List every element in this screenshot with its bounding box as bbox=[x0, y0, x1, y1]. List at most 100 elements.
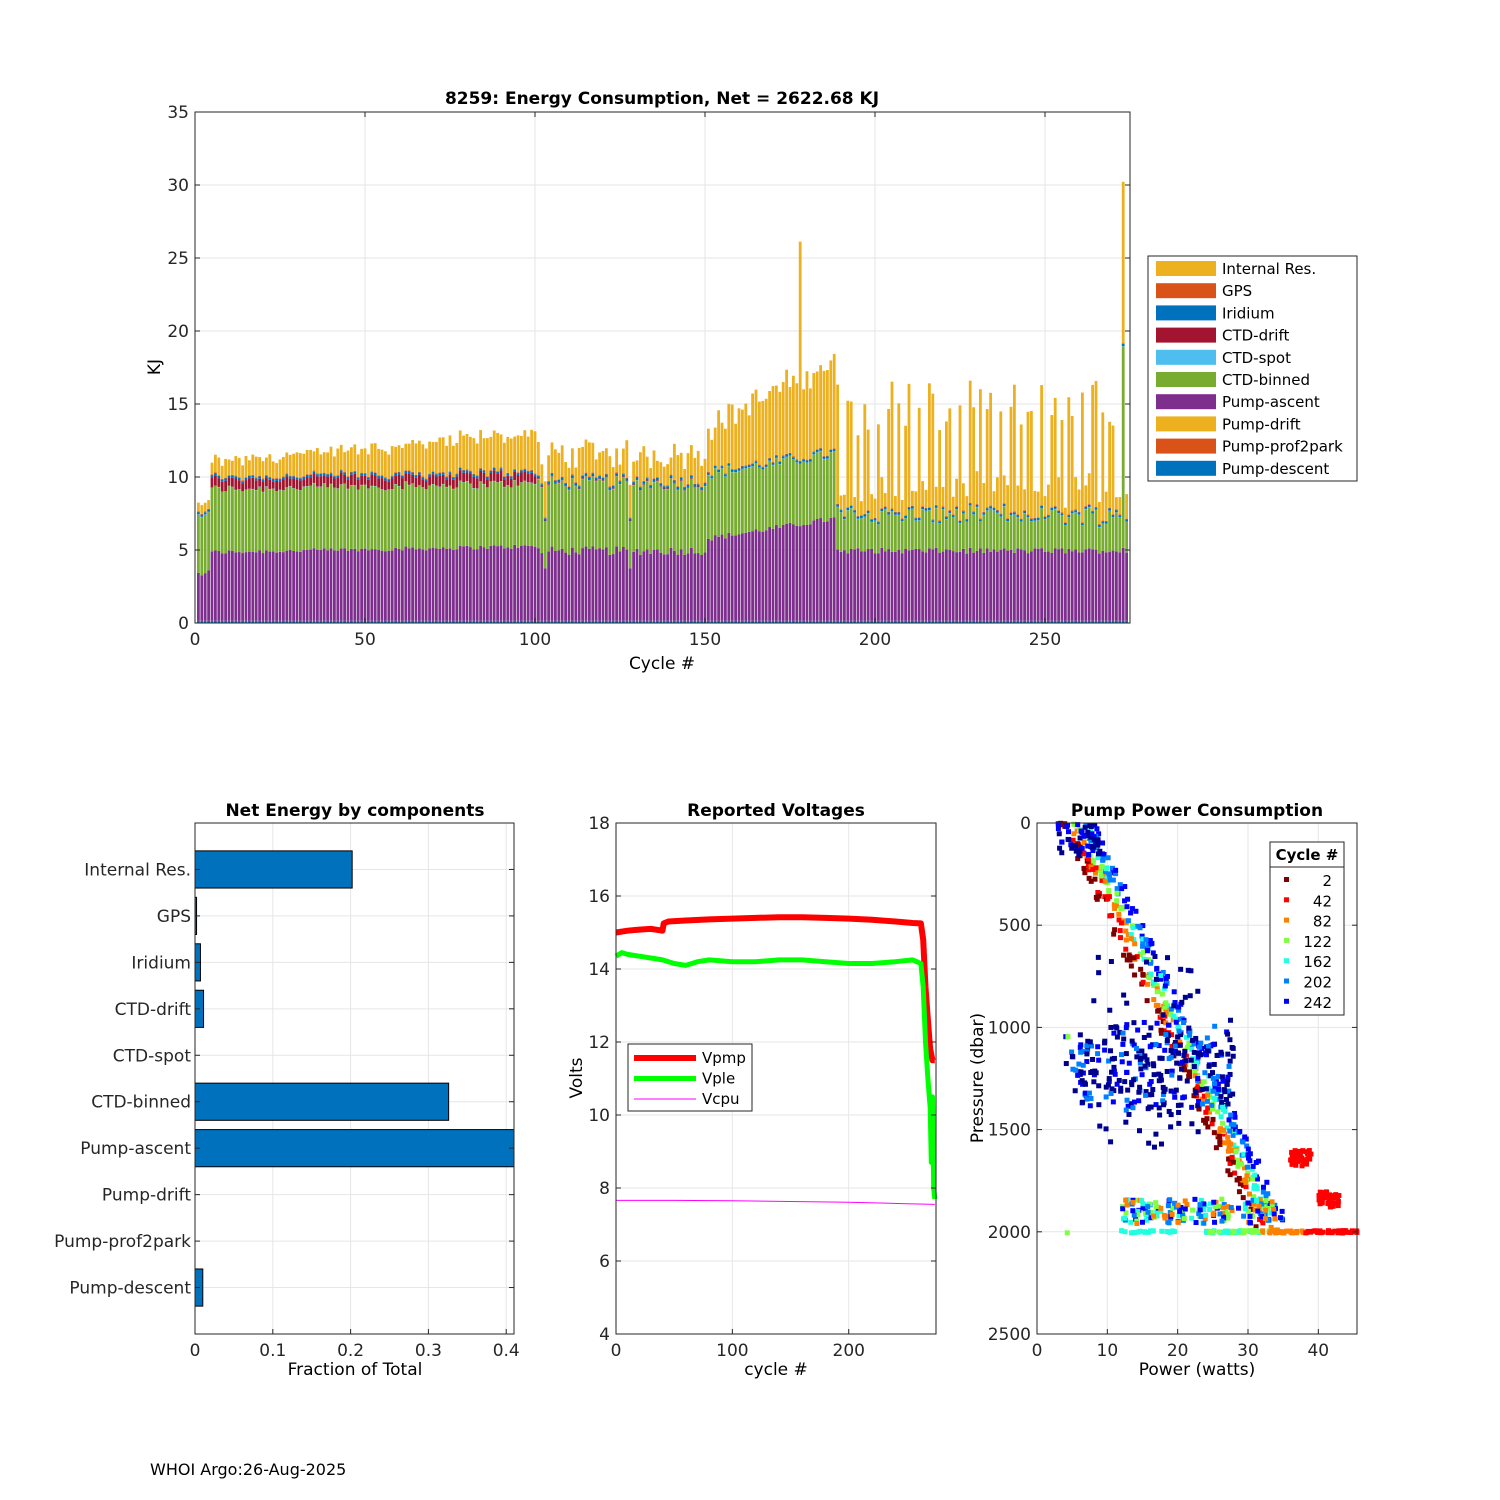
energy-bar-segment bbox=[567, 467, 571, 487]
energy-bar-segment bbox=[904, 518, 907, 549]
energy-bar-segment bbox=[363, 548, 367, 621]
energy-bar-segment bbox=[390, 446, 394, 476]
energy-bar-segment bbox=[690, 478, 693, 548]
energy-bar-segment bbox=[1009, 406, 1013, 513]
energy-bar-segment bbox=[350, 620, 353, 623]
energy-bar-segment bbox=[299, 453, 302, 478]
pump-power-point bbox=[1167, 1197, 1173, 1203]
pump-power-point bbox=[1146, 1229, 1152, 1235]
energy-bar-segment bbox=[346, 477, 350, 480]
energy-bar-segment bbox=[397, 472, 401, 475]
energy-bar-segment bbox=[832, 517, 836, 621]
energy-bar-segment bbox=[271, 479, 275, 482]
energy-bar-segment bbox=[669, 457, 673, 475]
energy-bar-segment bbox=[380, 550, 384, 621]
energy-bar-segment bbox=[1064, 522, 1067, 524]
energy-bar-segment bbox=[210, 477, 214, 488]
energy-bar-segment bbox=[210, 487, 214, 552]
energy-bar-segment bbox=[384, 490, 387, 552]
energy-bar-segment bbox=[805, 459, 809, 461]
energy-bar-segment bbox=[1111, 550, 1115, 621]
energy-bar-segment bbox=[710, 476, 714, 479]
energy-bar-segment bbox=[339, 484, 343, 549]
energy-bar-segment bbox=[917, 407, 921, 518]
energy-bar-segment bbox=[795, 525, 799, 621]
pump-power-point bbox=[1077, 1032, 1083, 1038]
pump-power-point bbox=[1136, 1089, 1142, 1095]
pump-power-point bbox=[1142, 1207, 1148, 1213]
pump-power-point bbox=[1202, 1216, 1208, 1222]
energy-bar-segment bbox=[788, 620, 792, 623]
energy-bar-segment bbox=[965, 519, 969, 522]
pump-power-point bbox=[1226, 1088, 1232, 1094]
pump-power-point bbox=[1075, 1072, 1081, 1078]
energy-bar-segment bbox=[934, 486, 938, 505]
energy-bar-segment bbox=[292, 550, 295, 621]
energy-bar-segment bbox=[798, 526, 802, 621]
energy-bar-segment bbox=[278, 551, 282, 621]
energy-bar-segment bbox=[472, 549, 476, 621]
energy-bar-segment bbox=[625, 481, 629, 550]
pump-power-point bbox=[1186, 1069, 1192, 1075]
pump-power-point bbox=[1119, 1228, 1125, 1234]
energy-bar-segment bbox=[792, 456, 795, 458]
energy-bar-segment bbox=[941, 620, 945, 623]
pump-power-point bbox=[1176, 1120, 1182, 1126]
energy-bar-segment bbox=[513, 469, 516, 472]
energy-bar-segment bbox=[754, 389, 758, 461]
energy-bar-segment bbox=[574, 482, 578, 486]
pump-power-point bbox=[1316, 1197, 1322, 1203]
pump-power-point bbox=[1249, 1166, 1255, 1172]
energy-bar-segment bbox=[802, 524, 805, 621]
energy-bar-segment bbox=[676, 489, 680, 490]
pump-power-point bbox=[1209, 1121, 1215, 1127]
energy-bar-segment bbox=[594, 620, 598, 623]
energy-bar-segment bbox=[836, 503, 839, 505]
energy-bar-segment bbox=[683, 468, 686, 487]
energy-bar-segment bbox=[615, 476, 618, 547]
energy-bar-segment bbox=[877, 553, 880, 621]
energy-bar-segment bbox=[360, 475, 363, 485]
energy-bar-segment bbox=[795, 620, 799, 623]
pump-power-point bbox=[1163, 1000, 1169, 1006]
energy-bar-segment bbox=[632, 620, 635, 623]
energy-bar-segment bbox=[1047, 514, 1050, 516]
pump-power-point bbox=[1228, 1017, 1234, 1023]
energy-bar-segment bbox=[370, 443, 374, 472]
energy-bar-segment bbox=[951, 551, 955, 621]
energy-bar-segment bbox=[503, 479, 506, 487]
energy-bar-segment bbox=[312, 471, 316, 474]
energy-bar-segment bbox=[1030, 410, 1033, 519]
pump-power-point bbox=[1140, 1201, 1146, 1207]
pump-power-point bbox=[1106, 877, 1112, 883]
pump-power-point bbox=[1336, 1228, 1342, 1234]
energy-bar-segment bbox=[214, 472, 217, 474]
energy-bar-segment bbox=[822, 521, 826, 621]
energy-bar-segment bbox=[866, 429, 870, 511]
energy-bar-segment bbox=[418, 474, 421, 486]
energy-bar-segment bbox=[618, 620, 622, 623]
energy-bar-segment bbox=[999, 411, 1003, 514]
pump-power-point bbox=[1252, 1228, 1258, 1234]
pump-power-point bbox=[1201, 1201, 1207, 1207]
energy-bar-segment bbox=[1043, 551, 1047, 621]
pump-power-point bbox=[1226, 1063, 1232, 1069]
energy-bar-segment bbox=[540, 484, 544, 487]
pump-power-point bbox=[1236, 1205, 1242, 1211]
energy-bar-segment bbox=[717, 469, 720, 470]
pump-power-point bbox=[1279, 1208, 1285, 1214]
energy-bar-segment bbox=[676, 620, 680, 623]
pump-power-point bbox=[1111, 931, 1117, 937]
energy-bar-segment bbox=[866, 620, 870, 623]
energy-bar-segment bbox=[601, 477, 605, 481]
energy-bar-segment bbox=[557, 482, 561, 483]
energy-bar-segment bbox=[227, 475, 231, 476]
pump-power-point bbox=[1187, 993, 1193, 999]
energy-bar-segment bbox=[523, 469, 527, 472]
energy-bar-segment bbox=[356, 454, 360, 477]
energy-bar-segment bbox=[550, 620, 554, 623]
pump-power-point bbox=[1091, 834, 1097, 840]
energy-bar-segment bbox=[683, 490, 686, 555]
pump-power-point bbox=[1277, 1215, 1283, 1221]
energy-bar-segment bbox=[1101, 550, 1105, 621]
